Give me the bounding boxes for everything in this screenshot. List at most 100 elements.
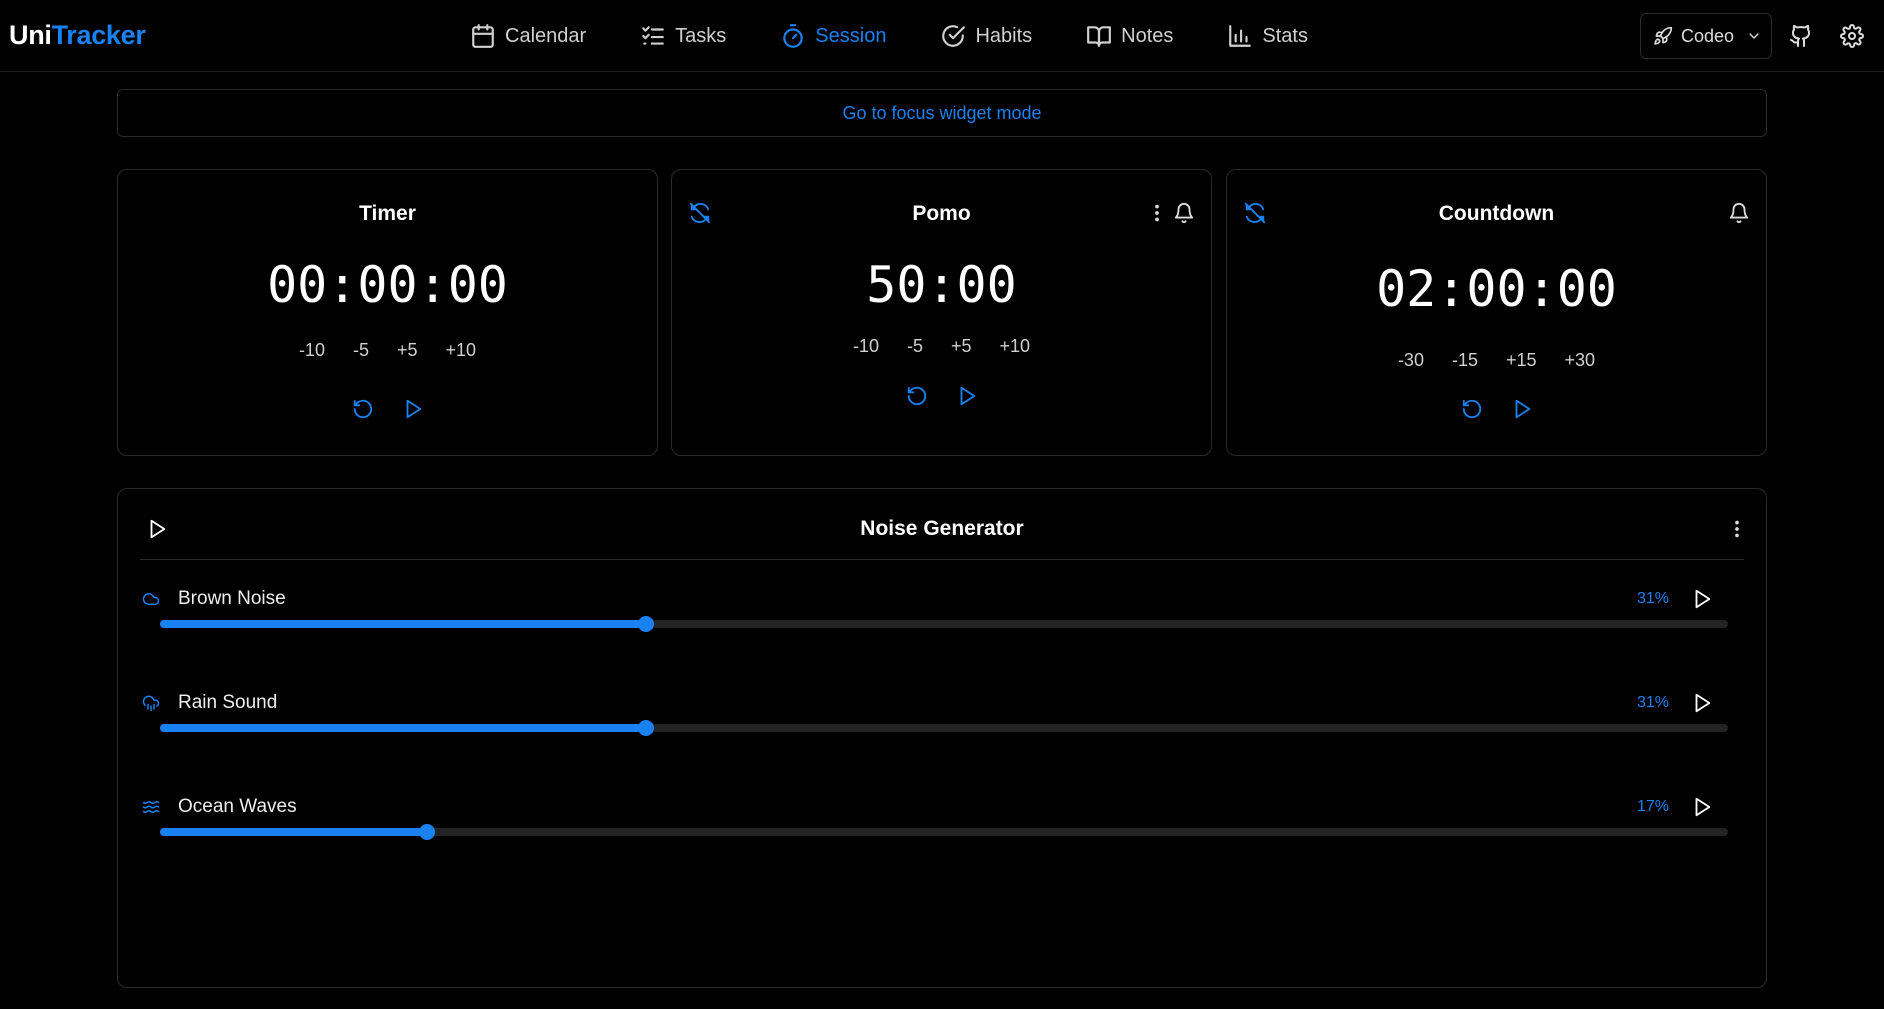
bell-icon xyxy=(1174,203,1194,224)
timer-display: 00:00:00 xyxy=(267,256,508,314)
noise-generator-title: Noise Generator xyxy=(860,517,1024,540)
focus-widget-link-label: Go to focus widget mode xyxy=(842,102,1042,123)
logo-part-tracker: Tracker xyxy=(51,20,146,50)
countdown-adjust-minus-30[interactable]: -30 xyxy=(1397,350,1424,370)
volume-slider-fill xyxy=(160,724,647,732)
volume-slider[interactable] xyxy=(160,720,1728,736)
countdown-adjust-plus-15[interactable]: +15 xyxy=(1505,350,1537,370)
track-play-button[interactable] xyxy=(1691,588,1713,610)
track-percent: 31% xyxy=(1636,590,1669,607)
refresh-off-icon xyxy=(1244,202,1266,224)
pomo-controls xyxy=(672,385,1211,412)
pomo-adjust-group: -10 -5 +5 +10 xyxy=(672,336,1211,357)
play-icon xyxy=(1515,399,1530,419)
pomo-card: Pomo 50:00 -10 -5 +5 +10 xyxy=(671,169,1212,456)
pomo-sync-toggle[interactable] xyxy=(689,202,711,224)
circle-check-icon xyxy=(942,25,966,47)
settings-button[interactable] xyxy=(1840,24,1864,48)
bar-chart-icon xyxy=(1229,25,1252,47)
pomo-bell-button[interactable] xyxy=(1173,202,1195,224)
timer-reset-button[interactable] xyxy=(352,398,374,425)
nav-habits-label: Habits xyxy=(975,24,1033,47)
timer-adjust-group: -10 -5 +5 +10 xyxy=(118,340,657,361)
track-percent: 31% xyxy=(1636,694,1669,711)
bell-icon xyxy=(1729,203,1749,224)
nav-notes-label: Notes xyxy=(1121,24,1174,47)
workspace-select[interactable]: Codeo xyxy=(1640,13,1772,59)
timer-adjust-minus-10[interactable]: -10 xyxy=(298,340,325,360)
track-name: Ocean Waves xyxy=(178,796,297,817)
pomo-reset-button[interactable] xyxy=(906,385,928,412)
noise-play-all-button[interactable] xyxy=(146,518,168,540)
calendar-icon xyxy=(472,24,494,48)
top-navbar: UniTracker Calendar Tasks Session Habits… xyxy=(0,0,1884,72)
countdown-controls xyxy=(1227,398,1766,425)
cloud-rain-icon xyxy=(142,694,160,712)
play-icon xyxy=(1695,797,1711,817)
more-vertical-icon xyxy=(1155,204,1159,222)
timer-play-button[interactable] xyxy=(402,398,424,425)
pomo-adjust-plus-5[interactable]: +5 xyxy=(950,336,972,356)
noise-generator-panel: Noise Generator xyxy=(117,488,1767,988)
volume-slider-handle[interactable] xyxy=(638,616,655,632)
volume-slider[interactable] xyxy=(160,616,1728,632)
volume-slider-fill xyxy=(160,620,647,628)
pomo-adjust-minus-5[interactable]: -5 xyxy=(906,336,923,356)
track-play-button[interactable] xyxy=(1691,796,1713,818)
countdown-sync-toggle[interactable] xyxy=(1244,202,1266,224)
github-button[interactable] xyxy=(1789,24,1813,48)
more-vertical-icon xyxy=(1735,520,1739,538)
volume-slider-fill xyxy=(160,828,427,836)
timer-adjust-minus-5[interactable]: -5 xyxy=(352,340,369,360)
nav-calendar[interactable]: Calendar xyxy=(470,23,586,49)
nav-tasks-label: Tasks xyxy=(675,24,727,47)
noise-menu-button[interactable] xyxy=(1726,518,1748,540)
volume-slider-handle[interactable] xyxy=(418,824,435,840)
play-icon xyxy=(1695,589,1711,609)
timer-title: Timer xyxy=(359,202,416,225)
timer-adjust-plus-5[interactable]: +5 xyxy=(396,340,418,360)
timer-controls xyxy=(118,398,657,425)
noise-divider xyxy=(140,559,1744,560)
countdown-card: Countdown 02:00:00 -30 -15 +15 +30 xyxy=(1226,169,1767,456)
pomo-adjust-minus-10[interactable]: -10 xyxy=(852,336,879,356)
volume-slider[interactable] xyxy=(160,824,1728,840)
nav-stats[interactable]: Stats xyxy=(1227,23,1308,49)
timer-icon xyxy=(783,24,804,48)
nav-tasks[interactable]: Tasks xyxy=(640,23,726,49)
timer-adjust-plus-10[interactable]: +10 xyxy=(445,340,477,360)
pomo-title: Pomo xyxy=(912,202,971,225)
nav-habits[interactable]: Habits xyxy=(940,23,1032,49)
pomo-menu-button[interactable] xyxy=(1146,202,1168,224)
nav-calendar-label: Calendar xyxy=(505,24,587,47)
nav-stats-label: Stats xyxy=(1262,24,1308,47)
workspace-label: Codeo xyxy=(1681,25,1735,46)
countdown-reset-button[interactable] xyxy=(1461,398,1483,425)
rotate-ccw-icon xyxy=(353,399,372,419)
countdown-adjust-group: -30 -15 +15 +30 xyxy=(1227,350,1766,371)
play-icon xyxy=(960,386,975,406)
app-logo[interactable]: UniTracker xyxy=(9,20,146,51)
countdown-adjust-plus-30[interactable]: +30 xyxy=(1564,350,1596,370)
pomo-play-button[interactable] xyxy=(956,385,978,412)
countdown-play-button[interactable] xyxy=(1511,398,1533,425)
nav-notes[interactable]: Notes xyxy=(1086,23,1173,49)
play-icon xyxy=(406,399,421,419)
focus-widget-link[interactable]: Go to focus widget mode xyxy=(117,89,1767,137)
logo-part-uni: Uni xyxy=(9,20,52,50)
nav-session[interactable]: Session xyxy=(780,23,886,49)
list-checks-icon xyxy=(642,26,665,45)
rocket-icon xyxy=(1654,26,1673,45)
refresh-off-icon xyxy=(689,202,711,224)
rotate-ccw-icon xyxy=(907,386,926,406)
rotate-ccw-icon xyxy=(1462,399,1481,419)
countdown-bell-button[interactable] xyxy=(1728,202,1750,224)
countdown-title: Countdown xyxy=(1438,202,1555,225)
countdown-adjust-minus-15[interactable]: -15 xyxy=(1451,350,1478,370)
waves-icon xyxy=(142,798,160,816)
volume-slider-handle[interactable] xyxy=(638,720,655,736)
track-play-button[interactable] xyxy=(1691,692,1713,714)
timer-card: Timer 00:00:00 -10 -5 +5 +10 xyxy=(117,169,658,456)
play-icon xyxy=(1695,693,1711,713)
pomo-adjust-plus-10[interactable]: +10 xyxy=(999,336,1031,356)
